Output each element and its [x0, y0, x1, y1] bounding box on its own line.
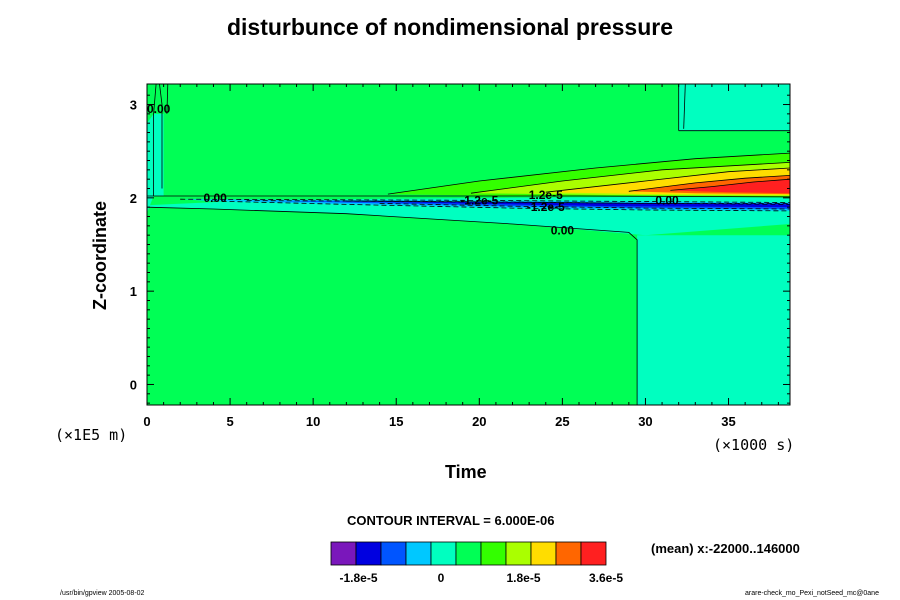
contour-pos-2	[470, 162, 791, 194]
colorbar-tick-label: 3.6e-5	[589, 571, 623, 585]
colorbar-swatch	[530, 541, 557, 566]
contour-neg-1	[180, 198, 791, 203]
colorbar-swatch	[330, 541, 357, 566]
x-tick-label: 35	[721, 414, 735, 429]
contour-neg-2	[246, 200, 790, 204]
contour-label: 0.00	[655, 194, 679, 208]
region-lower-right	[637, 235, 790, 405]
axis-tick-labels: 0 5 10 15 20 25 30 35 0 1 2 3	[130, 98, 736, 429]
footer-program-path: /usr/bin/gpview 2005-08-02	[60, 590, 145, 597]
y-axis-label: Z-coordinate	[90, 200, 110, 310]
colorbar: -1.8e-5 0 1.8e-5 3.6e-5	[330, 541, 623, 585]
colorbar-swatch	[380, 541, 407, 566]
contour-label: 0.00	[147, 102, 171, 116]
contour-pos-4	[628, 175, 791, 192]
colorbar-tick-label: 0	[438, 571, 445, 585]
region-band-blue	[246, 200, 790, 209]
contour-pos-3	[545, 167, 791, 193]
x-tick-label: 5	[226, 414, 233, 429]
chart-title: disturbunce of nondimensional pressure	[226, 14, 673, 40]
region-left-band	[147, 113, 164, 213]
contour-neg-4	[213, 200, 791, 212]
colorbar-tick-label: 1.8e-5	[506, 571, 540, 585]
x-axis-unit: (×1000 s)	[713, 436, 795, 454]
footer-source-name: arare-check_mo_Pexi_notSeed_mc@0ane	[745, 590, 879, 597]
x-tick-label: 20	[472, 414, 486, 429]
contour-left-2	[159, 83, 163, 189]
x-tick-label: 0	[143, 414, 150, 429]
colorbar-tick-label: -1.8e-5	[339, 571, 377, 585]
x-tick-label: 10	[306, 414, 320, 429]
region-band-darkblue	[346, 201, 790, 208]
y-tick-label: 3	[130, 98, 137, 113]
contour-zero-upper	[147, 195, 791, 198]
region-background	[147, 84, 790, 405]
contour-labels: 0.000.001.2e-5-1.2e-5 -1.2e-5 0.000.00	[147, 102, 679, 237]
contour-neg-3	[346, 200, 791, 205]
colorbar-swatch	[505, 541, 532, 566]
contour-left-1	[153, 83, 157, 196]
colorbar-swatch	[580, 541, 607, 566]
y-tick-label: 2	[130, 191, 137, 206]
x-tick-label: 15	[389, 414, 403, 429]
mean-range-note: (mean) x:-22000..146000	[651, 541, 800, 556]
contour-label: -1.2e-5	[460, 194, 498, 208]
contour-label: 0.00	[203, 191, 227, 205]
y-tick-label: 1	[130, 284, 137, 299]
region-pos-5	[670, 179, 790, 194]
x-tick-label: 25	[555, 414, 569, 429]
region-upper-right	[678, 84, 790, 131]
contour-interval-label: CONTOUR INTERVAL = 6.000E-06	[347, 513, 555, 528]
contour-lines	[146, 83, 791, 405]
contour-left-3	[166, 83, 169, 114]
contour-label: 1.2e-5	[529, 188, 563, 202]
colorbar-swatch	[480, 541, 507, 566]
colorbar-swatch	[555, 541, 582, 566]
axis-ticks	[146, 84, 790, 405]
colorbar-swatch	[430, 541, 457, 566]
colorbar-swatch	[405, 541, 432, 566]
x-axis-label: Time	[445, 462, 487, 482]
contour-pos-5	[670, 178, 791, 191]
colorbar-swatch	[355, 541, 382, 566]
colorbar-swatch	[455, 541, 482, 566]
x-tick-label: 30	[638, 414, 652, 429]
contour-fills	[147, 84, 790, 405]
contour-label: -1.2e-5	[527, 200, 565, 214]
contour-zero-lower	[146, 206, 638, 405]
contour-label: 0.00	[551, 224, 575, 238]
y-tick-label: 0	[130, 377, 137, 392]
y-axis-unit: (×1E5 m)	[55, 426, 128, 444]
contour-right-2	[683, 83, 686, 129]
contour-pos-1	[387, 152, 791, 195]
contour-neg-5	[379, 203, 791, 210]
